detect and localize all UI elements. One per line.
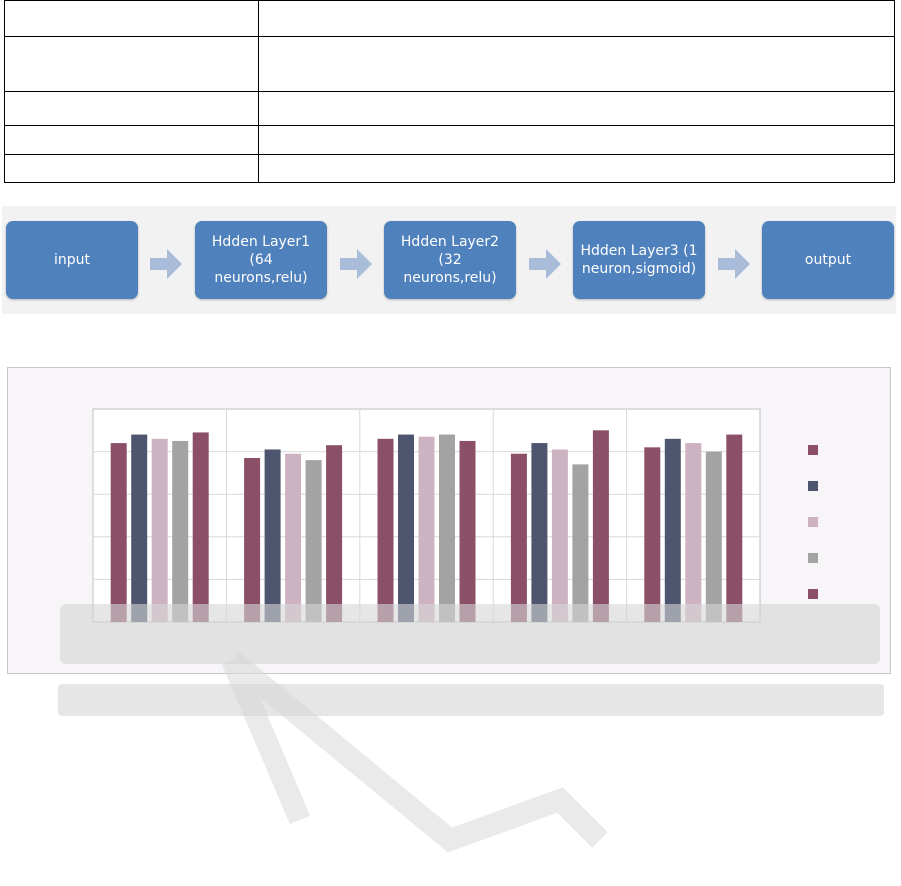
legend-marker-series-5: [808, 589, 818, 599]
bar-series-5: [592, 430, 609, 622]
bar-series-1: [244, 457, 261, 622]
parameter-table: [4, 0, 895, 183]
bar-series-2: [664, 438, 681, 622]
table-cell: [4, 125, 259, 155]
bar-series-3: [285, 453, 302, 622]
table-row: [4, 36, 895, 92]
bar-series-4: [705, 451, 722, 622]
node-hidden-layer-2: Hdden Layer2 (32 neurons,relu): [384, 221, 516, 299]
table-cell: [4, 91, 259, 126]
bar-series-1: [377, 438, 394, 622]
bar-series-5: [726, 434, 743, 622]
legend-marker-series-2: [808, 481, 818, 491]
bar-series-2: [531, 443, 548, 622]
table-cell: [258, 36, 895, 92]
node-hidden-layer-1: Hdden Layer1 (64 neurons,relu): [195, 221, 327, 299]
arrow-right-icon: [529, 249, 561, 279]
bar-series-2: [264, 449, 281, 622]
bar-series-3: [418, 436, 435, 622]
arrow-right-icon: [150, 249, 182, 279]
bar-series-3: [685, 443, 702, 622]
bar-series-4: [305, 460, 322, 622]
bar-series-4: [172, 440, 189, 622]
node-hidden-layer-3: Hdden Layer3 (1 neuron,sigmoid): [573, 221, 705, 299]
table-row: [4, 91, 895, 126]
legend-marker-series-1: [808, 445, 818, 455]
bar-series-4: [572, 464, 589, 622]
node-input: input: [6, 221, 138, 299]
bar-series-3: [151, 438, 168, 622]
bar-series-5: [326, 445, 343, 622]
bar-series-5: [459, 440, 476, 622]
network-architecture-diagram: input Hdden Layer1 (64 neurons,relu) Hdd…: [2, 206, 896, 314]
legend-marker-series-3: [808, 517, 818, 527]
table-cell: [258, 91, 895, 126]
bar-series-1: [644, 447, 661, 622]
arrow-right-icon: [340, 249, 372, 279]
table-row: [4, 0, 895, 37]
bar-series-1: [510, 453, 527, 622]
bar-series-5: [192, 432, 209, 622]
bar-series-2: [131, 434, 148, 622]
bar-series-2: [398, 434, 414, 622]
arrow-right-icon: [718, 249, 750, 279]
node-output: output: [762, 221, 894, 299]
table-cell: [258, 125, 895, 155]
bar-series-4: [439, 434, 455, 622]
table-cell: [4, 0, 259, 37]
chart-canvas: [92, 408, 818, 623]
bar-series-1: [110, 443, 127, 622]
table-cell: [4, 36, 259, 92]
table-cell: [258, 0, 895, 37]
table-cell: [258, 154, 895, 183]
legend-marker-series-4: [808, 553, 818, 563]
bar-series-3: [551, 449, 568, 622]
table-row: [4, 125, 895, 155]
table-cell: [4, 154, 259, 183]
bar-chart: [7, 367, 891, 674]
table-row: [4, 154, 895, 183]
